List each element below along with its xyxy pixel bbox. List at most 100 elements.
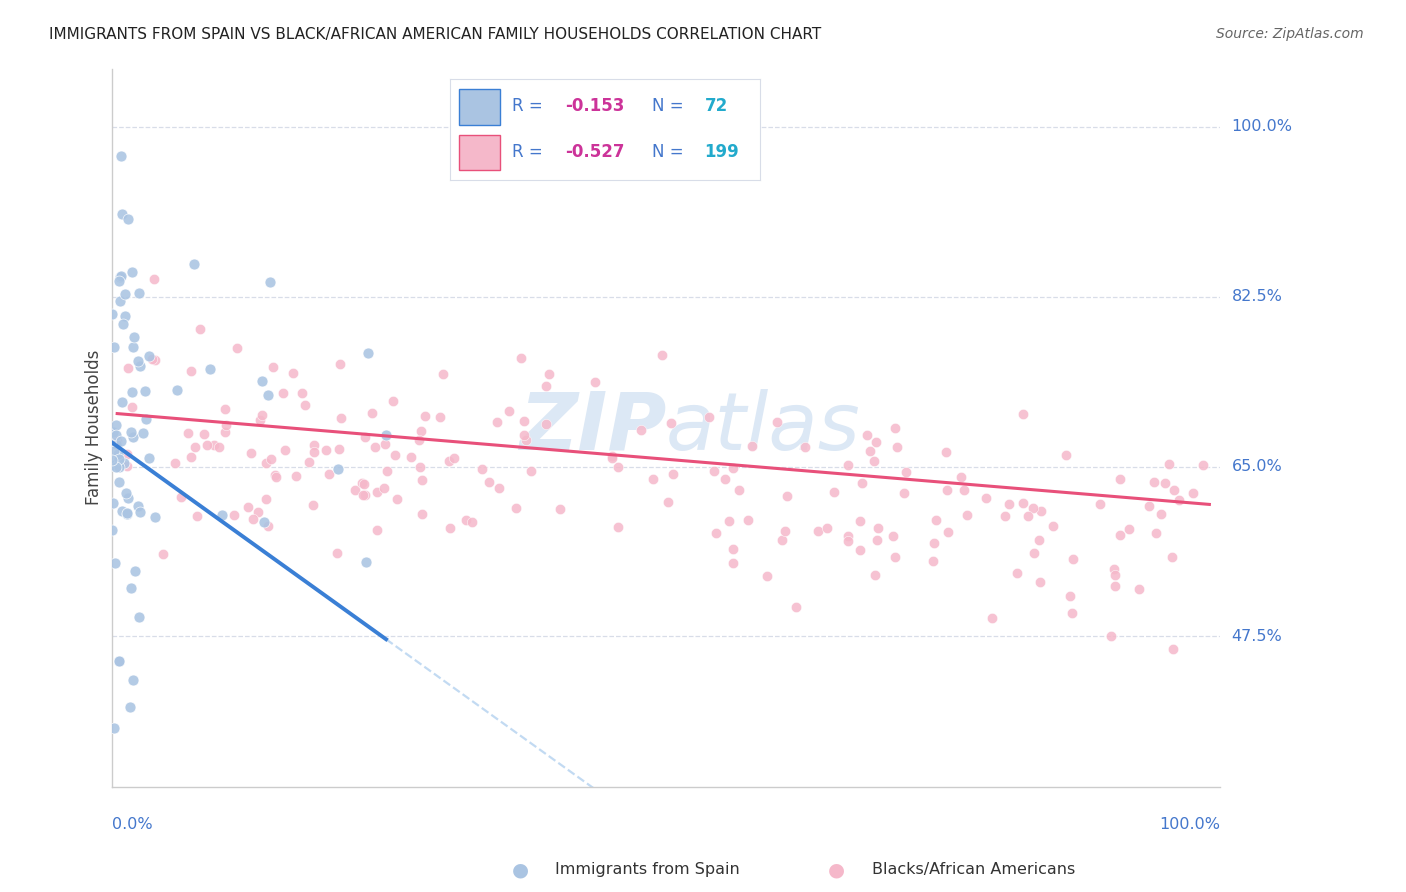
Point [103,340,125,354]
Point [318,467,340,481]
Point [104,418,127,433]
Point [437,454,460,468]
Point [659,416,682,430]
Point [366,485,388,500]
Point [949,470,972,484]
Point [1090,497,1112,511]
Point [257,388,280,402]
Point [717,514,740,528]
Point [115,507,138,521]
Point [548,502,571,516]
Point [250,408,273,422]
Point [770,533,793,548]
Point [478,475,501,489]
Point [127,499,149,513]
Point [510,351,533,366]
Point [1028,533,1050,547]
Point [111,395,134,409]
Point [110,434,132,448]
Point [454,513,477,527]
Point [186,508,208,523]
Point [294,398,316,412]
Point [101,425,124,439]
Point [955,508,977,522]
Point [1161,549,1184,564]
Point [132,426,155,441]
Point [505,500,527,515]
Point [439,521,461,535]
Point [141,352,163,367]
Point [107,654,129,668]
Point [138,349,160,363]
Point [101,453,124,467]
Point [284,469,307,483]
Point [1024,546,1046,560]
Point [254,456,277,470]
Text: Source: ZipAtlas.com: Source: ZipAtlas.com [1216,27,1364,41]
Point [807,524,830,538]
Point [242,511,264,525]
Point [1181,486,1204,500]
Point [884,549,907,564]
Point [129,506,152,520]
Point [375,464,398,478]
Point [385,492,408,507]
Point [606,460,628,475]
Point [894,465,917,479]
Point [837,529,859,543]
Point [260,451,283,466]
Point [111,503,134,517]
Point [195,438,218,452]
Point [163,456,186,470]
Point [1042,518,1064,533]
Point [184,440,207,454]
Point [114,309,136,323]
Point [1168,493,1191,508]
Point [353,476,375,491]
Point [134,384,156,399]
Point [409,425,432,439]
Point [727,483,749,498]
Point [247,505,270,519]
Point [128,610,150,624]
Point [1054,448,1077,462]
Point [104,556,127,570]
Y-axis label: Family Households: Family Households [86,350,103,506]
Text: Blacks/African Americans: Blacks/African Americans [872,863,1076,877]
Point [858,443,880,458]
Point [259,276,281,290]
Point [534,417,557,431]
Point [110,294,132,309]
Point [868,521,890,535]
Point [117,360,139,375]
Point [756,568,779,582]
Point [1029,504,1052,518]
Point [108,452,131,467]
Point [651,348,673,362]
Point [122,673,145,687]
Text: 100.0%: 100.0% [1232,120,1292,135]
Point [135,412,157,426]
Point [352,476,374,491]
Point [239,446,262,460]
Text: ●: ● [828,860,845,880]
Point [1007,566,1029,580]
Point [384,448,406,462]
Point [361,406,384,420]
Point [936,483,959,498]
Point [103,443,125,458]
Point [723,460,745,475]
Point [703,464,725,478]
Point [188,321,211,335]
Point [704,525,727,540]
Point [110,268,132,283]
Point [1012,496,1035,510]
Point [128,285,150,300]
Point [1017,509,1039,524]
Point [981,611,1004,625]
Point [974,491,997,505]
Point [849,514,872,528]
Point [432,367,454,381]
Point [108,654,131,668]
Point [250,374,273,388]
